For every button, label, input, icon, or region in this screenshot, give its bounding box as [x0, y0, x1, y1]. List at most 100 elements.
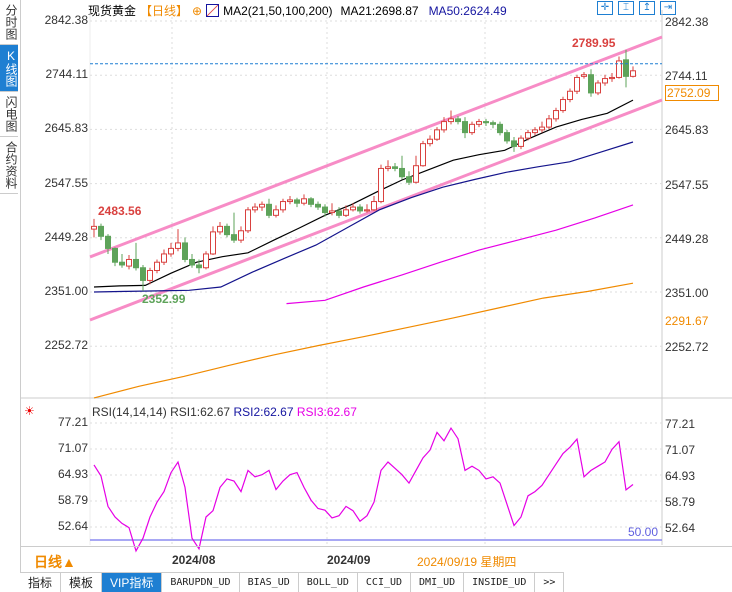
candle-body [392, 166, 398, 169]
candle [231, 212, 237, 243]
tab-vip-indicators[interactable]: VIP指标 [102, 573, 163, 592]
candle-body [574, 76, 580, 92]
cursor-icon[interactable]: ↥ [639, 1, 655, 15]
candle [476, 118, 482, 128]
candle [147, 267, 153, 285]
rsi-header: RSI(14,14,14) RSI1:62.67 RSI2:62.67 RSI3… [92, 405, 357, 419]
candle-body [231, 234, 237, 241]
candle [364, 204, 370, 213]
candle [252, 203, 258, 213]
candle [336, 207, 342, 219]
rsi-line [93, 426, 634, 553]
candle [434, 127, 440, 141]
candle [357, 204, 363, 214]
candle [91, 218, 97, 238]
rsi-params: RSI(14,14,14) [92, 405, 167, 419]
candle [560, 96, 566, 113]
tab-contract-info[interactable]: 合约资料 [0, 137, 18, 194]
candle-body [161, 253, 167, 263]
candle [546, 114, 552, 130]
chart-header: 现货黄金 【日线】 ⊕ MA2(21,50,100,200) MA21:2698… [88, 2, 507, 19]
candle-body [483, 121, 489, 124]
candle [462, 117, 468, 139]
candle-body [329, 210, 335, 214]
candle [497, 121, 503, 136]
tab-time-chart[interactable]: 分时图 [0, 0, 18, 45]
tab-flash-chart[interactable]: 闪电图 [0, 92, 18, 137]
ma-indicator-icon[interactable] [206, 4, 220, 17]
tab-dmi[interactable]: DMI_UD [411, 573, 465, 592]
candle-body [210, 231, 216, 255]
ma-params: MA2(21,50,100,200) [223, 3, 333, 18]
candle [567, 88, 573, 103]
candle-body [294, 199, 300, 204]
candle-body [308, 198, 314, 205]
candle [329, 203, 335, 216]
tab-inside[interactable]: INSIDE_UD [464, 573, 536, 592]
rsi-tick-left: 64.93 [57, 466, 88, 481]
candle [126, 255, 132, 270]
candle-body [581, 74, 587, 77]
y-tick-right: 2449.28 [665, 231, 709, 246]
tab-cci[interactable]: CCI_UD [358, 573, 412, 592]
candle-body [371, 201, 377, 211]
candle-body [322, 206, 328, 214]
y-tick-left: 2351.00 [44, 284, 88, 298]
period-selector[interactable]: 日线▲ [34, 554, 76, 570]
candle-body [196, 264, 202, 269]
candle-body [588, 74, 594, 94]
range-icon[interactable]: ⌶ [618, 1, 634, 15]
y-tick-left: 2645.83 [44, 121, 88, 136]
x-tick: 2024/08 [172, 553, 216, 567]
low-price-label: 2352.99 [142, 292, 186, 306]
candle [581, 71, 587, 79]
tab-kline-chart[interactable]: K线图 [0, 45, 18, 92]
candle [203, 251, 209, 270]
candle [609, 73, 615, 82]
candle-body [350, 206, 356, 211]
tab-indicators[interactable]: 指标 [20, 573, 62, 592]
candle [378, 164, 384, 204]
candle-body [406, 176, 412, 183]
settings-sun-icon[interactable]: ☀ [24, 404, 35, 418]
crosshair-icon[interactable]: ✛ [597, 1, 613, 15]
candle-body [203, 253, 209, 269]
candle [630, 66, 636, 78]
ma50-value: MA50:2624.49 [428, 3, 507, 18]
candle [217, 221, 223, 235]
period-label[interactable]: 【日线】 [140, 4, 189, 18]
candle-body [259, 203, 265, 208]
candle [483, 118, 489, 126]
candle-body [182, 242, 188, 260]
channel-upper-line [89, 35, 663, 259]
candle-body [98, 225, 104, 237]
add-icon[interactable]: ⊕ [192, 3, 203, 18]
y-tick-left: 2449.28 [44, 229, 88, 244]
candle-body [133, 258, 139, 269]
tab-bias[interactable]: BIAS_UD [240, 573, 299, 592]
candle [469, 121, 475, 135]
tab-boll[interactable]: BOLL_UD [299, 573, 358, 592]
exit-icon[interactable]: ⇥ [660, 1, 676, 15]
rsi-tick-left: 71.07 [57, 440, 88, 455]
high-price-label: 2789.95 [572, 36, 616, 50]
candle [322, 204, 328, 217]
candle [98, 223, 104, 241]
rsi1-value: RSI1:62.67 [170, 405, 231, 419]
candle-body [434, 129, 440, 140]
candle [455, 116, 461, 125]
candle-body [252, 206, 258, 211]
candle [119, 253, 125, 268]
tab-templates[interactable]: 模板 [61, 573, 103, 592]
tab-barupdn[interactable]: BARUPDN_UD [162, 573, 240, 592]
candle [161, 249, 167, 265]
candle-body [126, 258, 132, 267]
candle [602, 74, 608, 86]
tab-more[interactable]: >> [535, 573, 565, 592]
candle-body [168, 247, 174, 255]
candle-body [189, 258, 195, 266]
candle [168, 242, 174, 257]
candle-body [224, 225, 230, 236]
candle-body [413, 165, 419, 183]
